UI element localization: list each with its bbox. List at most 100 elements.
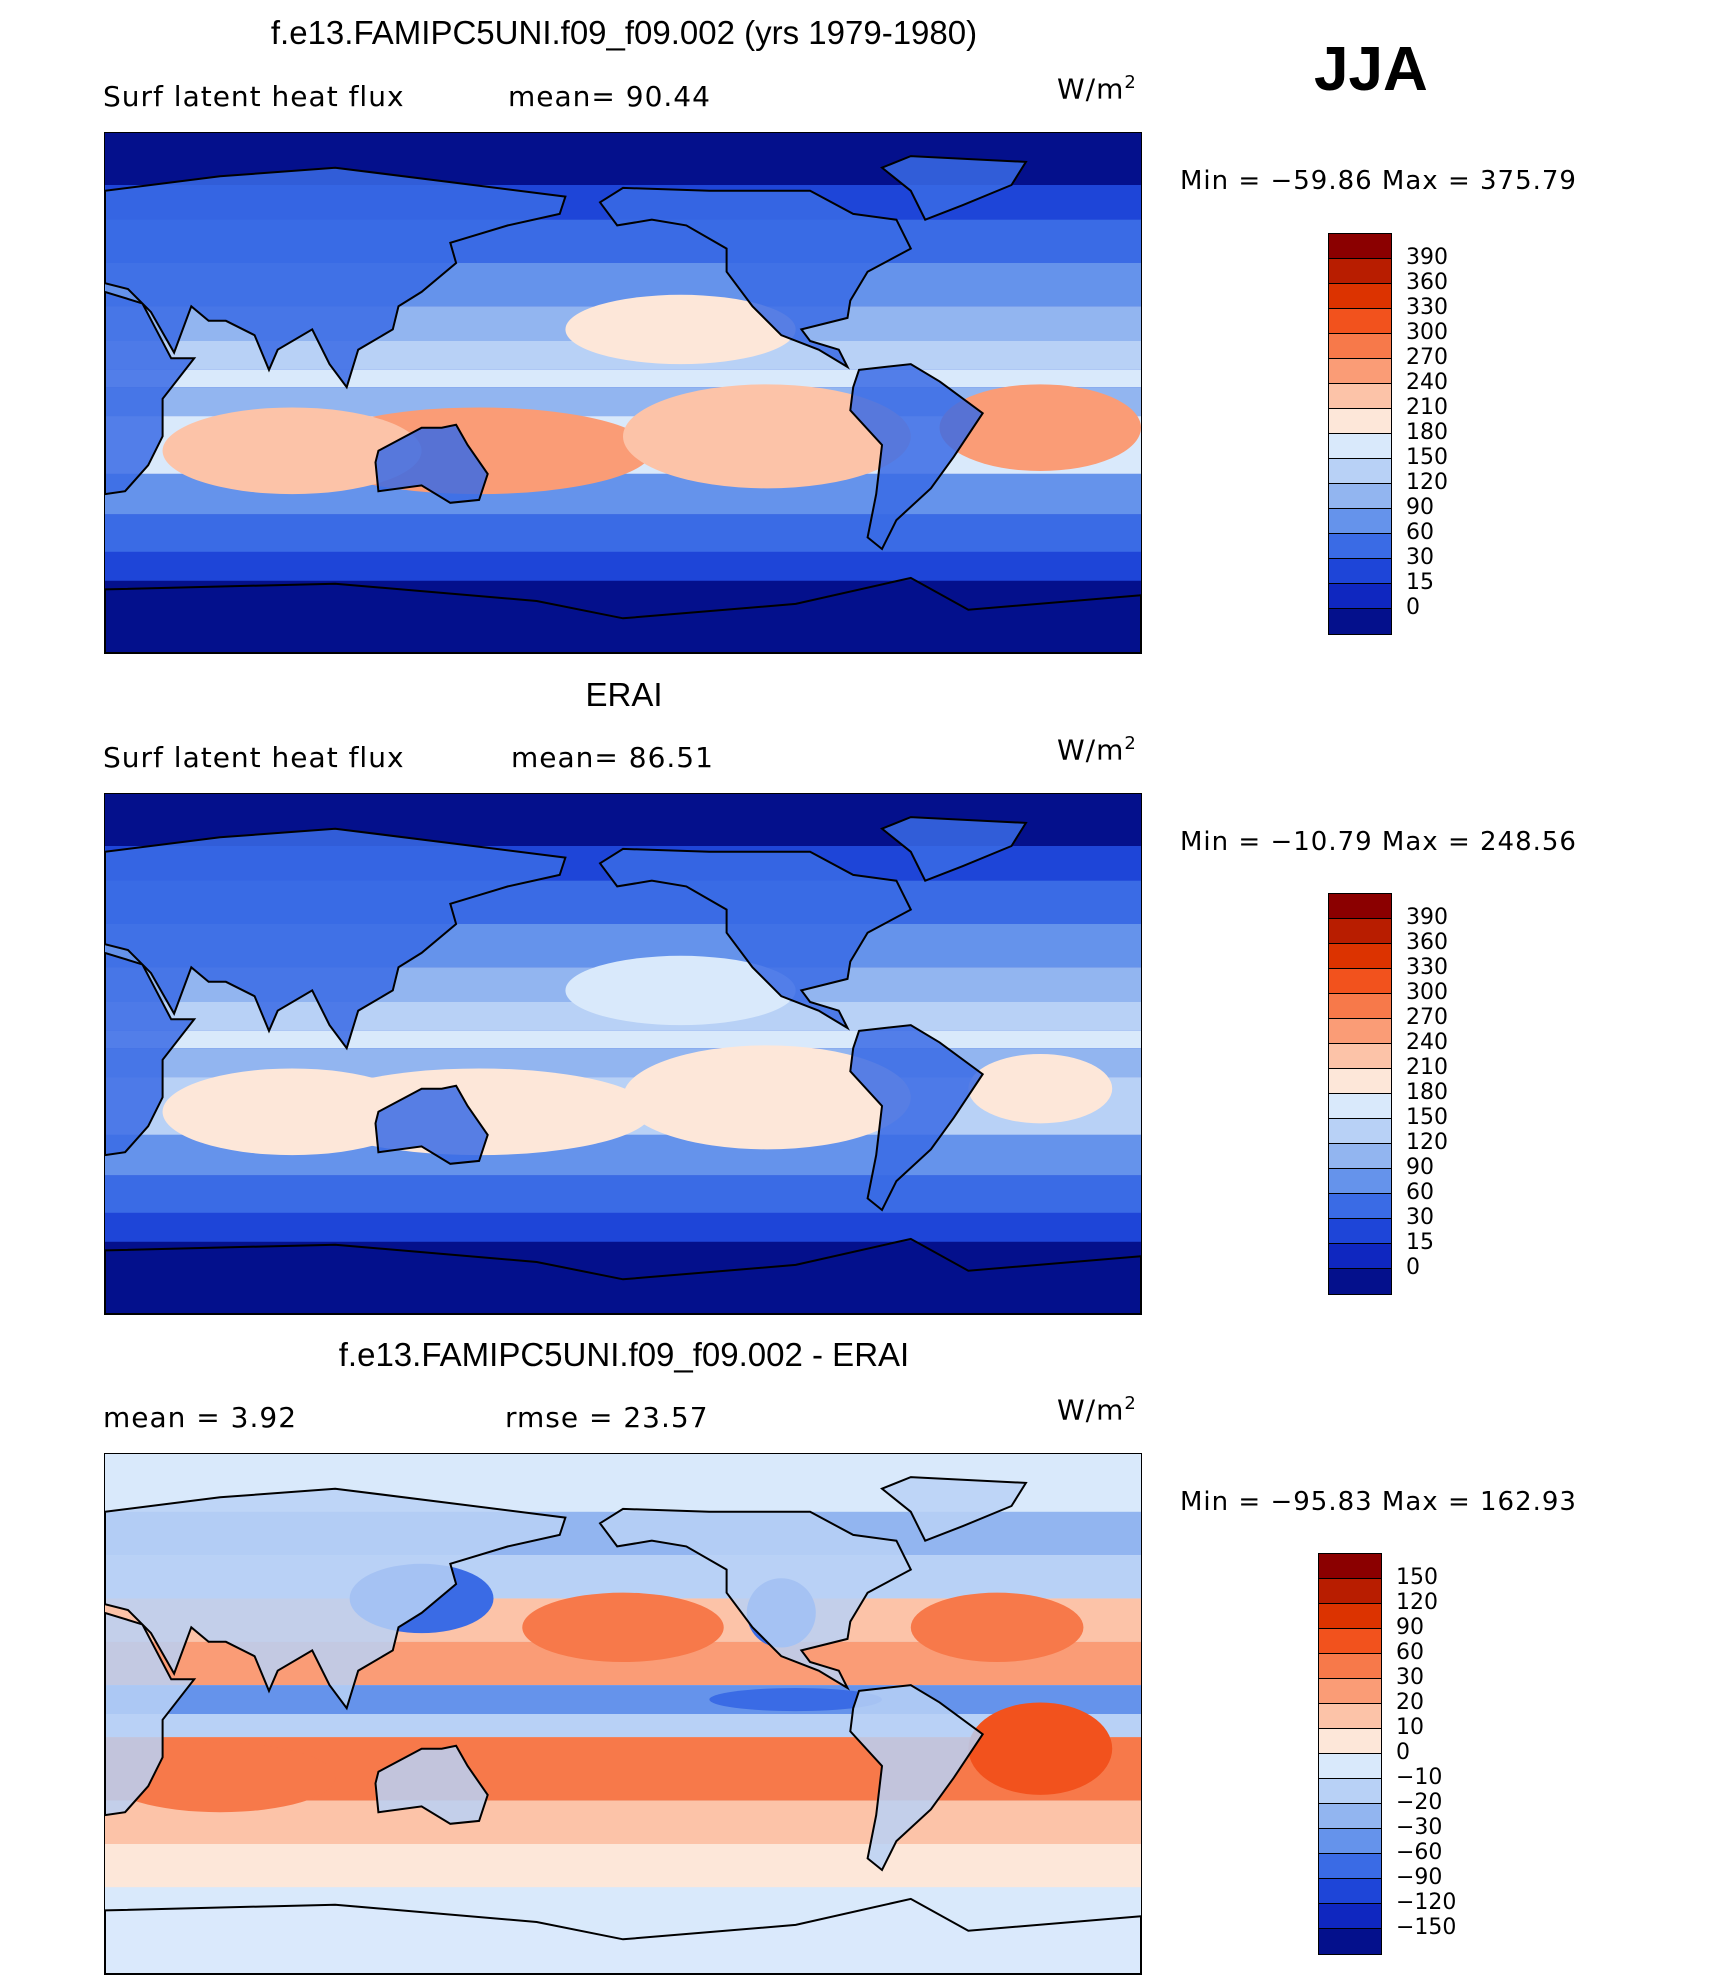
colorbar-swatch <box>1319 1604 1381 1629</box>
colorbar-tick-label: 270 <box>1406 345 1448 370</box>
colorbar-swatch <box>1329 434 1391 459</box>
colorbar-swatch <box>1329 1269 1391 1294</box>
panel-3-minmax-label: Min = −95.83 Max = 162.93 <box>1180 1487 1577 1517</box>
colorbar-swatch <box>1329 1069 1391 1094</box>
colorbar-swatch <box>1329 919 1391 944</box>
colorbar-tick-label: 120 <box>1406 1130 1448 1155</box>
colorbar-swatch <box>1329 234 1391 259</box>
colorbar-tick-label: 300 <box>1406 980 1448 1005</box>
colorbar-swatch <box>1329 484 1391 509</box>
difference-band <box>105 1800 1141 1844</box>
map-plot-area <box>105 133 1141 653</box>
colorbar-tick-label: 0 <box>1406 1255 1420 1280</box>
colorbar-swatch <box>1329 259 1391 284</box>
panel-3-unit-label: W/m2 <box>1057 1393 1137 1427</box>
coastline <box>598 847 913 1031</box>
colorbar-swatch <box>1329 284 1391 309</box>
colorbar-swatch <box>1319 1729 1381 1754</box>
coastline <box>105 951 197 1157</box>
colorbar-swatch <box>1329 994 1391 1019</box>
colorbar-tick-label: 30 <box>1406 1205 1434 1230</box>
colorbar-swatch <box>1319 1829 1381 1854</box>
colorbar-swatch <box>1329 1094 1391 1119</box>
colorbar-swatch <box>1329 894 1391 919</box>
coastline <box>105 1237 1141 1314</box>
colorbar-swatch <box>1329 1194 1391 1219</box>
coastline <box>105 1487 567 1711</box>
flux-band <box>105 1175 1141 1213</box>
coastline <box>105 166 567 390</box>
colorbar-swatch <box>1329 1019 1391 1044</box>
colorbar-swatch <box>1329 309 1391 334</box>
coastline <box>374 1744 489 1825</box>
colorbar-tick-label: 60 <box>1396 1640 1424 1665</box>
colorbar-swatch <box>1319 1679 1381 1704</box>
coastline <box>105 1611 197 1817</box>
panel-1-unit-label: W/m2 <box>1057 72 1137 106</box>
flux-maximum-region <box>565 294 796 365</box>
colorbar-swatch <box>1319 1879 1381 1904</box>
coastline <box>105 827 567 1051</box>
flux-band <box>105 369 1141 388</box>
panel-3-rmse-label: rmse = 23.57 <box>505 1401 709 1434</box>
colorbar-swatch <box>1329 384 1391 409</box>
flux-band <box>105 1030 1141 1049</box>
difference-anomaly-region <box>522 1592 724 1662</box>
colorbar-swatch <box>1329 559 1391 584</box>
colorbar-tick-label: −30 <box>1396 1815 1443 1840</box>
colorbar-tick-label: 180 <box>1406 420 1448 445</box>
colorbar-swatch <box>1329 1119 1391 1144</box>
colorbar-swatch <box>1319 1579 1381 1604</box>
coastline <box>880 816 1028 882</box>
coastline <box>105 576 1141 653</box>
map-plot-area <box>105 1454 1141 1974</box>
difference-anomaly-region <box>910 1592 1084 1662</box>
colorbar-swatch <box>1329 334 1391 359</box>
flux-maximum-region <box>623 1045 911 1150</box>
panel-3-title: f.e13.FAMIPC5UNI.f09_f09.002 - ERAI <box>338 1336 910 1373</box>
erai-latent-heat-map <box>104 793 1142 1315</box>
colorbar-swatch <box>1329 534 1391 559</box>
colorbar-tick-label: 120 <box>1406 470 1448 495</box>
colorbar-swatch <box>1319 1754 1381 1779</box>
colorbar-swatch <box>1329 359 1391 384</box>
colorbar-tick-label: 0 <box>1406 595 1420 620</box>
panel-2-mean-label: mean= 86.51 <box>511 741 714 774</box>
flux-band <box>105 514 1141 552</box>
coastline <box>880 155 1028 221</box>
panel-1-minmax-label: Min = −59.86 Max = 375.79 <box>1180 166 1577 196</box>
colorbar-swatch <box>1329 944 1391 969</box>
panel-1-colorbar <box>1328 233 1392 635</box>
coastline <box>374 1084 489 1165</box>
colorbar-tick-label: 90 <box>1406 1155 1434 1180</box>
colorbar-swatch <box>1319 1779 1381 1804</box>
colorbar-tick-label: 90 <box>1396 1615 1424 1640</box>
colorbar-tick-label: −20 <box>1396 1790 1443 1815</box>
colorbar-tick-label: 15 <box>1406 570 1434 595</box>
colorbar-tick-label: 15 <box>1406 1230 1434 1255</box>
colorbar-swatch <box>1319 1904 1381 1929</box>
flux-maximum-region <box>623 384 911 489</box>
flux-band <box>105 1212 1141 1242</box>
flux-maximum-region <box>162 1068 422 1156</box>
flux-band <box>105 551 1141 581</box>
difference-anomaly-region <box>709 1688 883 1712</box>
colorbar-tick-label: 30 <box>1406 545 1434 570</box>
panel-3-colorbar <box>1318 1553 1382 1955</box>
panel-2-unit-label: W/m2 <box>1057 733 1137 767</box>
coastline <box>105 290 197 496</box>
colorbar-tick-label: 360 <box>1406 930 1448 955</box>
colorbar-tick-label: 240 <box>1406 1030 1448 1055</box>
colorbar-tick-label: −90 <box>1396 1865 1443 1890</box>
difference-anomaly-region <box>105 1742 336 1813</box>
colorbar-swatch <box>1329 1044 1391 1069</box>
colorbar-tick-label: 150 <box>1406 445 1448 470</box>
colorbar-swatch <box>1319 1854 1381 1879</box>
colorbar-tick-label: 330 <box>1406 295 1448 320</box>
panel-2-title: ERAI <box>585 676 663 713</box>
difference-anomaly-region <box>968 1702 1113 1795</box>
flux-maximum-region <box>565 955 796 1026</box>
season-label: JJA <box>1314 35 1428 104</box>
colorbar-swatch <box>1319 1654 1381 1679</box>
coastline <box>880 1476 1028 1542</box>
